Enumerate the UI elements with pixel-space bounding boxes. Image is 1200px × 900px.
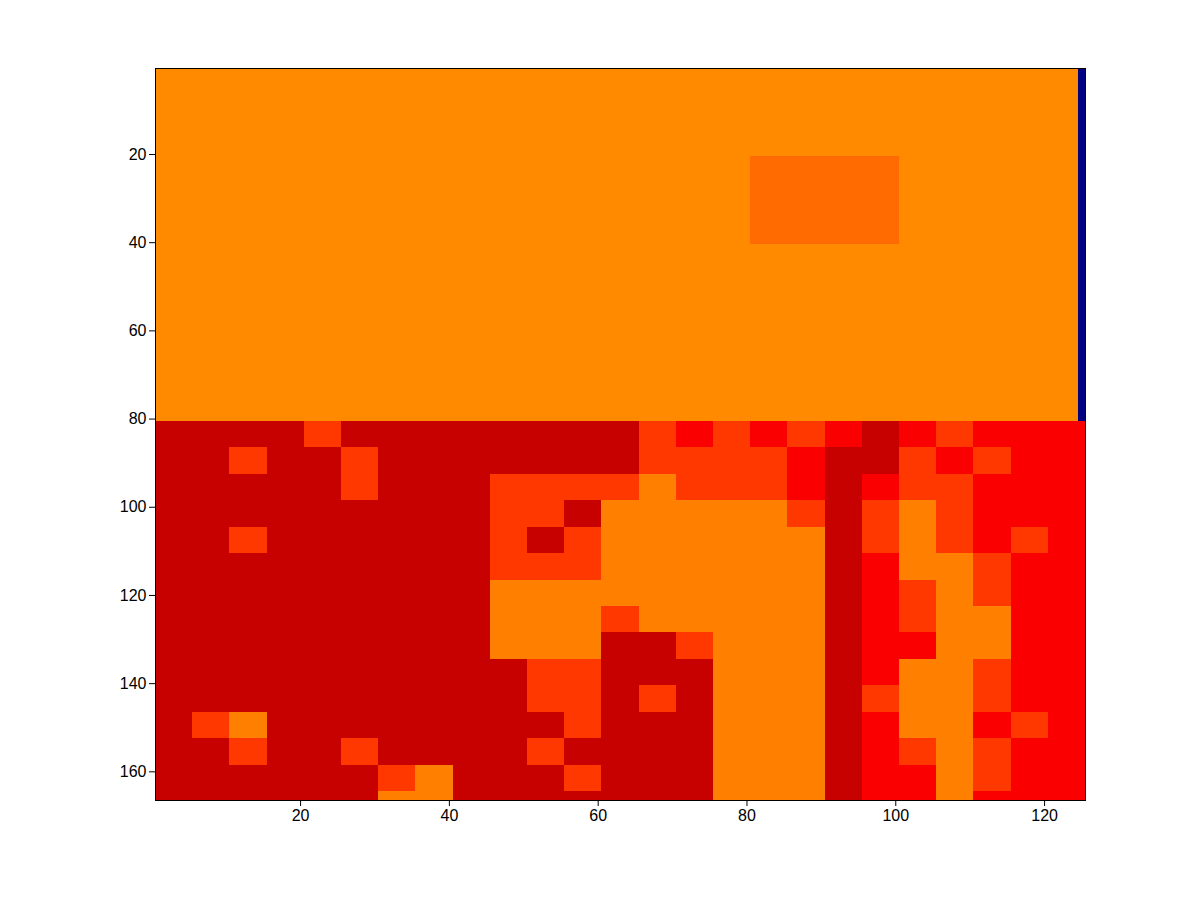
svg-text:60: 60	[589, 807, 607, 824]
svg-text:80: 80	[129, 410, 147, 427]
svg-text:40: 40	[440, 807, 458, 824]
svg-text:60: 60	[129, 322, 147, 339]
svg-text:160: 160	[120, 763, 147, 780]
svg-text:100: 100	[882, 807, 909, 824]
svg-text:80: 80	[738, 807, 756, 824]
svg-text:100: 100	[120, 498, 147, 515]
svg-text:20: 20	[292, 807, 310, 824]
svg-text:120: 120	[120, 587, 147, 604]
svg-text:20: 20	[129, 146, 147, 163]
svg-text:40: 40	[129, 234, 147, 251]
svg-text:120: 120	[1031, 807, 1058, 824]
svg-text:140: 140	[120, 675, 147, 692]
